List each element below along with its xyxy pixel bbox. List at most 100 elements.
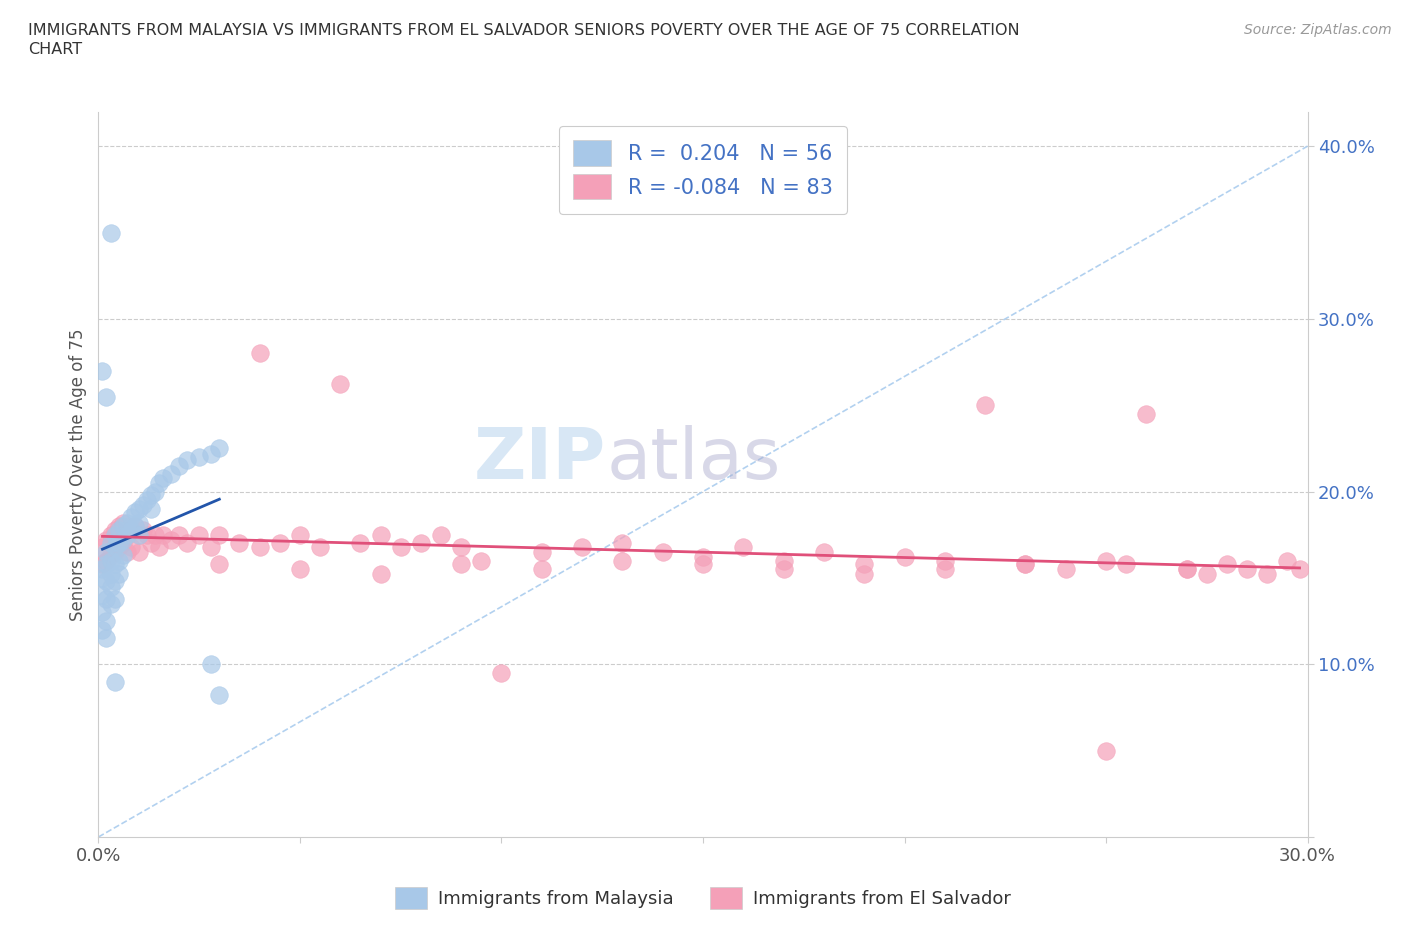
Point: [200, 446, 222, 461]
Point: [120, 510, 142, 525]
Point: [1054, 562, 1077, 577]
Point: [530, 545, 553, 560]
Point: [530, 562, 553, 577]
Legend: Immigrants from Malaysia, Immigrants from El Salvador: Immigrants from Malaysia, Immigrants fro…: [388, 880, 1018, 916]
Point: [107, 519, 129, 534]
Point: [128, 545, 150, 560]
Point: [132, 498, 155, 512]
Point: [96, 533, 118, 548]
Point: [370, 567, 392, 582]
Point: [934, 562, 956, 577]
Point: [853, 567, 876, 582]
Point: [200, 657, 222, 671]
Point: [200, 539, 222, 554]
Point: [143, 485, 166, 499]
Point: [96, 557, 118, 572]
Point: [107, 553, 129, 568]
Point: [309, 539, 332, 554]
Point: [491, 666, 513, 681]
Legend: R =  0.204   N = 56, R = -0.084   N = 83: R = 0.204 N = 56, R = -0.084 N = 83: [560, 126, 846, 214]
Point: [128, 527, 150, 542]
Point: [772, 553, 794, 568]
Point: [103, 539, 125, 554]
Point: [100, 553, 122, 568]
Point: [111, 536, 134, 551]
Point: [651, 545, 673, 560]
Point: [103, 522, 125, 537]
Point: [208, 557, 231, 572]
Point: [107, 522, 129, 537]
Point: [692, 550, 714, 565]
Point: [188, 527, 211, 542]
Point: [934, 553, 956, 568]
Y-axis label: Seniors Poverty Over the Age of 75: Seniors Poverty Over the Age of 75: [69, 328, 87, 620]
Point: [100, 579, 122, 594]
Point: [612, 553, 634, 568]
Text: CHART: CHART: [28, 42, 82, 57]
Point: [100, 527, 122, 542]
Point: [91, 562, 114, 577]
Point: [111, 519, 134, 534]
Point: [370, 527, 392, 542]
Point: [152, 527, 174, 542]
Point: [249, 346, 271, 361]
Point: [208, 688, 231, 703]
Point: [111, 515, 134, 530]
Point: [733, 539, 755, 554]
Point: [1095, 553, 1118, 568]
Point: [135, 527, 157, 542]
Point: [470, 553, 492, 568]
Point: [103, 574, 125, 589]
Point: [100, 596, 122, 611]
Point: [120, 539, 142, 554]
Point: [128, 501, 150, 516]
Point: [96, 545, 118, 560]
Point: [100, 225, 122, 240]
Point: [288, 527, 311, 542]
Point: [100, 548, 122, 563]
Point: [974, 398, 997, 413]
Point: [91, 539, 114, 554]
Text: atlas: atlas: [606, 425, 780, 494]
Point: [571, 539, 593, 554]
Point: [91, 364, 114, 379]
Point: [893, 550, 915, 565]
Point: [167, 458, 190, 473]
Point: [1135, 406, 1157, 421]
Point: [96, 591, 118, 606]
Text: IMMIGRANTS FROM MALAYSIA VS IMMIGRANTS FROM EL SALVADOR SENIORS POVERTY OVER THE: IMMIGRANTS FROM MALAYSIA VS IMMIGRANTS F…: [28, 23, 1019, 38]
Point: [139, 487, 162, 502]
Point: [1277, 553, 1299, 568]
Point: [269, 536, 291, 551]
Point: [813, 545, 835, 560]
Point: [124, 519, 146, 534]
Point: [152, 471, 174, 485]
Point: [160, 533, 183, 548]
Point: [1216, 557, 1239, 572]
Point: [115, 515, 138, 530]
Point: [103, 545, 125, 560]
Point: [107, 539, 129, 554]
Text: ZIP: ZIP: [474, 425, 606, 494]
Point: [1195, 567, 1218, 582]
Point: [103, 557, 125, 572]
Point: [167, 527, 190, 542]
Point: [96, 389, 118, 404]
Point: [96, 574, 118, 589]
Point: [111, 533, 134, 548]
Point: [1175, 562, 1198, 577]
Text: Source: ZipAtlas.com: Source: ZipAtlas.com: [1244, 23, 1392, 37]
Point: [1095, 743, 1118, 758]
Point: [143, 527, 166, 542]
Point: [91, 622, 114, 637]
Point: [409, 536, 432, 551]
Point: [115, 545, 138, 560]
Point: [115, 527, 138, 542]
Point: [1288, 562, 1310, 577]
Point: [96, 631, 118, 645]
Point: [450, 557, 472, 572]
Point: [329, 377, 352, 392]
Point: [148, 475, 170, 490]
Point: [107, 536, 129, 551]
Point: [176, 453, 198, 468]
